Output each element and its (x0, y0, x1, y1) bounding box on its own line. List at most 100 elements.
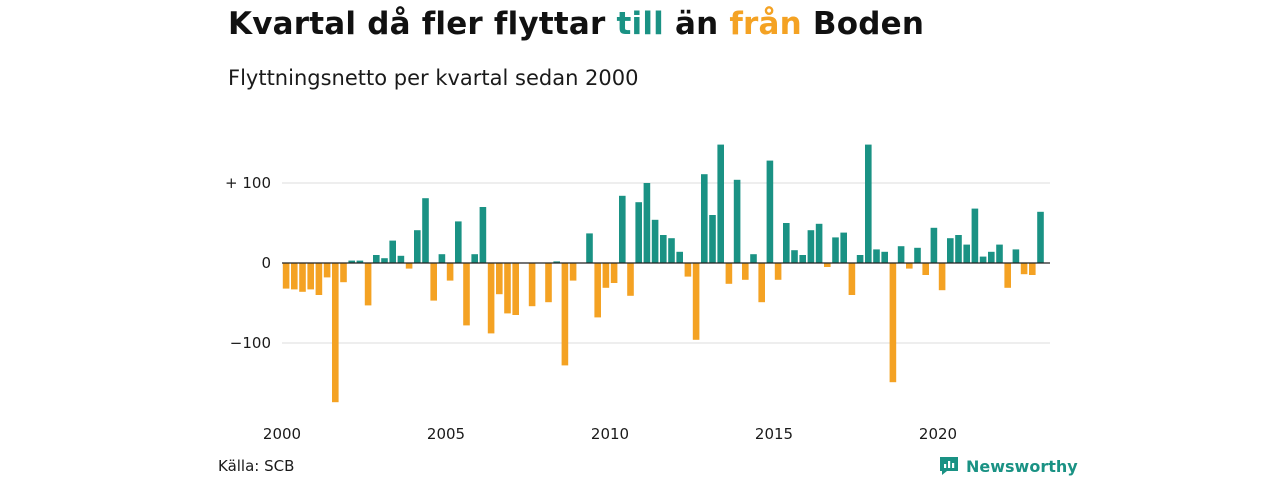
brand-name: Newsworthy (966, 456, 1078, 476)
bar (709, 215, 716, 263)
bar (545, 263, 552, 303)
title-part-1: Kvartal då fler flyttar (228, 6, 617, 42)
bar (282, 263, 290, 289)
x-tick-label: 2000 (263, 425, 301, 443)
bar (750, 254, 757, 263)
bar (299, 263, 306, 292)
bar (873, 249, 880, 263)
bar (438, 254, 446, 263)
bar (463, 263, 470, 326)
bar (733, 179, 741, 263)
bar (1037, 211, 1044, 263)
bar (783, 223, 790, 263)
axes: + 100 0 −100 2000 2005 2010 2015 2020 (225, 174, 1050, 443)
bar (569, 263, 577, 281)
bar (291, 263, 298, 290)
bar (479, 207, 487, 263)
bar (1029, 263, 1036, 275)
bar (742, 263, 749, 280)
bar (996, 244, 1003, 263)
bar (627, 263, 634, 296)
x-tick-label: 2020 (919, 425, 957, 443)
bar (405, 263, 413, 269)
chart-title: Kvartal då fler flyttar till än från Bod… (228, 6, 924, 42)
bar (791, 250, 798, 263)
bar (865, 144, 872, 263)
bar (446, 263, 454, 281)
bar (455, 221, 462, 263)
y-tick-label: + 100 (225, 174, 271, 192)
bar (947, 238, 954, 263)
bar (471, 254, 478, 263)
bar (815, 223, 823, 263)
bar (701, 174, 708, 263)
bar (824, 263, 831, 267)
bar (561, 263, 569, 366)
bar (668, 238, 675, 263)
bar (799, 255, 806, 263)
bar (332, 263, 339, 403)
y-tick-label: 0 (261, 254, 271, 272)
bar (914, 247, 921, 263)
bar (594, 263, 601, 318)
bar (323, 263, 331, 278)
title-highlight-fran: från (729, 6, 802, 42)
bar (906, 263, 913, 269)
title-part-3: Boden (801, 6, 925, 42)
bar (553, 261, 560, 263)
bar (643, 183, 651, 263)
bar (774, 263, 782, 280)
x-tick-label: 2005 (427, 425, 465, 443)
bar (1012, 249, 1020, 263)
bar (955, 235, 962, 263)
bar (840, 232, 847, 263)
bar (692, 263, 700, 340)
bar (373, 255, 380, 263)
bar (832, 237, 839, 263)
title-part-2: än (663, 6, 730, 42)
bar (487, 263, 495, 334)
bar (971, 208, 979, 263)
bar (340, 263, 347, 283)
bar (504, 263, 511, 314)
bar (348, 260, 355, 263)
bar (988, 251, 995, 263)
bar (610, 263, 618, 283)
bar (930, 227, 938, 263)
bar (1004, 263, 1011, 288)
bar (725, 263, 733, 284)
bar (979, 256, 987, 263)
bar (660, 235, 667, 263)
y-tick-label: −100 (230, 334, 271, 352)
bar (881, 251, 888, 263)
bar (963, 244, 970, 263)
bar (922, 263, 929, 275)
bar (307, 263, 314, 290)
bar (496, 263, 503, 295)
bar (381, 258, 388, 263)
bar (512, 263, 519, 315)
bar (430, 263, 437, 301)
bar (315, 263, 323, 295)
bar (848, 263, 856, 295)
bar (856, 255, 864, 263)
bar (807, 230, 815, 263)
brand: Newsworthy (938, 455, 1078, 477)
bar (602, 263, 610, 288)
bar (586, 233, 593, 263)
bar (389, 240, 396, 263)
bar (676, 251, 683, 263)
bar (619, 195, 626, 263)
bar (651, 219, 659, 263)
newsworthy-logo-icon (940, 457, 958, 475)
bar (938, 263, 946, 291)
bar (422, 198, 429, 263)
gridlines (282, 182, 1050, 344)
bar (717, 144, 724, 263)
bar (1020, 263, 1028, 275)
source-note: Källa: SCB (218, 457, 295, 475)
bar (528, 263, 536, 307)
bar (397, 255, 405, 263)
bar (889, 263, 897, 383)
